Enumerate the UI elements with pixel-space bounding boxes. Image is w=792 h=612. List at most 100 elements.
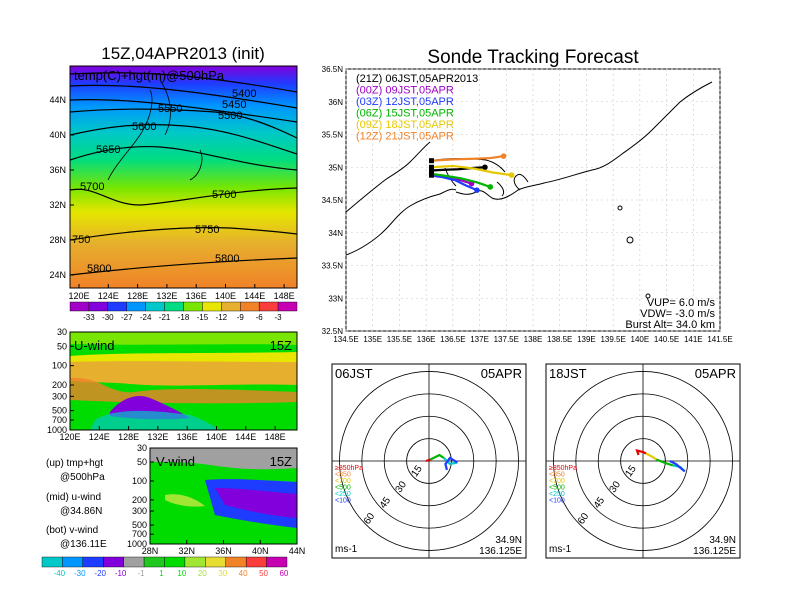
- vwind-time: 15Z: [270, 454, 292, 469]
- height-contours: [70, 72, 297, 276]
- x-tick-label: 139E: [577, 335, 596, 344]
- colorbar-swatch: [258, 301, 279, 312]
- x-tick-label: 132E: [147, 432, 168, 442]
- hodograph-trace: [430, 453, 445, 461]
- tracking-title: Sonde Tracking Forecast: [427, 47, 639, 68]
- y-tick-label: 1000: [47, 425, 67, 435]
- colorbar-label: 1: [159, 569, 164, 578]
- colorbar-label: -40: [54, 569, 66, 578]
- colorbar-label: 50: [259, 569, 268, 578]
- wind-colorbar: -40 -30 -20 -10 -1 1 10 20 30 40 50 60: [41, 556, 289, 578]
- x-tick-label: 148E: [265, 432, 286, 442]
- colorbar-label: -33: [83, 313, 95, 322]
- x-tick-label: 137.5E: [494, 335, 519, 344]
- colorbar-label: -1: [137, 569, 145, 578]
- contour-label: 750: [72, 234, 90, 246]
- sonde-tracks: [428, 153, 515, 193]
- colorbar-label: -9: [237, 313, 245, 322]
- launch-point: [428, 158, 434, 164]
- hodograph-trace: [669, 460, 686, 473]
- speed-ring: [339, 371, 519, 551]
- y-tick-label: 32.5N: [322, 327, 344, 336]
- colorbar-swatch: [225, 556, 247, 568]
- contour-label: 5500: [218, 110, 242, 122]
- y-tick-label: 44N: [49, 95, 66, 105]
- x-tick-label: 135.5E: [387, 335, 412, 344]
- y-tick-label: 30: [57, 327, 67, 337]
- colorbar-swatch: [164, 556, 186, 568]
- temp-field: [70, 66, 297, 288]
- uwind-time: 15Z: [270, 338, 292, 353]
- x-tick-label: 141.5E: [707, 335, 732, 344]
- contour-label: 5650: [96, 144, 120, 156]
- contour-label: 5600: [132, 121, 156, 133]
- level-legend: <700: [335, 478, 351, 485]
- y-tick-label: 36N: [328, 98, 343, 107]
- vwind-x-axis: 28N 32N 36N 40N 44N: [142, 540, 305, 556]
- burst-altitude: Burst Alt= 34.0 km: [625, 319, 715, 331]
- y-tick-label: 200: [132, 495, 147, 505]
- station-lat: 34.9N: [495, 535, 522, 546]
- x-tick-label: 120E: [59, 432, 80, 442]
- speed-ring: [361, 393, 497, 529]
- uwind-x-axis: 120E 124E 128E 132E 136E 140E 144E 148E: [59, 426, 286, 442]
- level-legend: <700: [549, 478, 565, 485]
- level-legend: <100: [549, 498, 565, 505]
- y-tick-label: 36.5N: [322, 65, 344, 74]
- x-tick-label: 139.5E: [600, 335, 625, 344]
- hodograph-time: 06JST: [335, 366, 373, 381]
- x-tick-label: 132E: [156, 291, 177, 301]
- vwind-label: V-wind: [156, 454, 195, 469]
- vwind-band: [165, 494, 205, 507]
- colorbar-swatch: [164, 301, 184, 312]
- tracking-info: VUP= 6.0 m/s VDW= -3.0 m/s Burst Alt= 34…: [625, 297, 715, 331]
- map-y-axis: 44N 40N 36N 32N 28N 24N: [49, 95, 74, 280]
- note-up: (up) tmp+hgt: [46, 458, 103, 469]
- hodograph-date: 05APR: [695, 366, 736, 381]
- contour-label: 5700: [80, 181, 104, 193]
- x-tick-label: 136E: [177, 432, 198, 442]
- y-tick-label: 36N: [49, 165, 66, 175]
- colorbar-swatch: [69, 301, 90, 312]
- level-legend: <850: [549, 472, 565, 479]
- x-tick-label: 36N: [215, 546, 232, 556]
- tracking-x-axis: 134.5E 135E 135.5E 136E 136.5E 137E 137.5E 138E…: [333, 335, 732, 344]
- contour-label: 5400: [232, 88, 256, 100]
- track-line: [431, 172, 491, 188]
- y-tick-label: 30: [137, 443, 147, 453]
- x-tick-label: 128E: [127, 291, 148, 301]
- y-tick-label: 35.5N: [322, 131, 344, 140]
- y-tick-label: 28N: [49, 235, 66, 245]
- colorbar-swatch: [107, 301, 127, 312]
- landing-point: [487, 184, 494, 190]
- colorbar-swatch: [88, 301, 109, 312]
- colorbar-swatch: [62, 556, 84, 568]
- colorbar-swatch: [41, 556, 63, 568]
- speed-unit: ms-1: [335, 544, 358, 555]
- level-legend: <850: [335, 472, 351, 479]
- uwind-band: [70, 377, 297, 404]
- hodograph-trace: [635, 449, 647, 456]
- x-tick-label: 140.5E: [654, 335, 679, 344]
- tracking-y-axis: 36.5N 36N 35.5N 35N 34.5N 34N 33.5N 33N 32.5N: [322, 65, 344, 336]
- speed-ring: [383, 415, 475, 507]
- panel-notes: (up) tmp+hgt @500hPa (mid) u-wind @34.86…: [46, 458, 107, 550]
- colorbar-swatch: [126, 301, 146, 312]
- colorbar-label: -15: [197, 313, 209, 322]
- x-tick-label: 128E: [118, 432, 139, 442]
- colorbar-swatch: [277, 301, 298, 312]
- colorbar-label: -24: [140, 313, 152, 322]
- tracking-grid: [345, 68, 721, 332]
- colorbar-label: 30: [218, 569, 227, 578]
- colorbar-swatch: [245, 556, 267, 568]
- uwind-band: [90, 410, 220, 430]
- level-legend: <500: [335, 485, 351, 492]
- tracking-panel: Sonde Tracking Forecast (21Z) 06JST,05AP…: [322, 47, 733, 344]
- station-lat: 34.9N: [709, 535, 736, 546]
- map-x-axis: 120E 124E 128E 132E 136E 140E 144E 148E: [68, 284, 295, 301]
- legend-entry: (12Z) 21JST,05APR: [356, 131, 454, 143]
- x-tick-label: 148E: [274, 291, 295, 301]
- y-tick-label: 200: [52, 380, 67, 390]
- y-tick-label: 33.5N: [322, 262, 344, 271]
